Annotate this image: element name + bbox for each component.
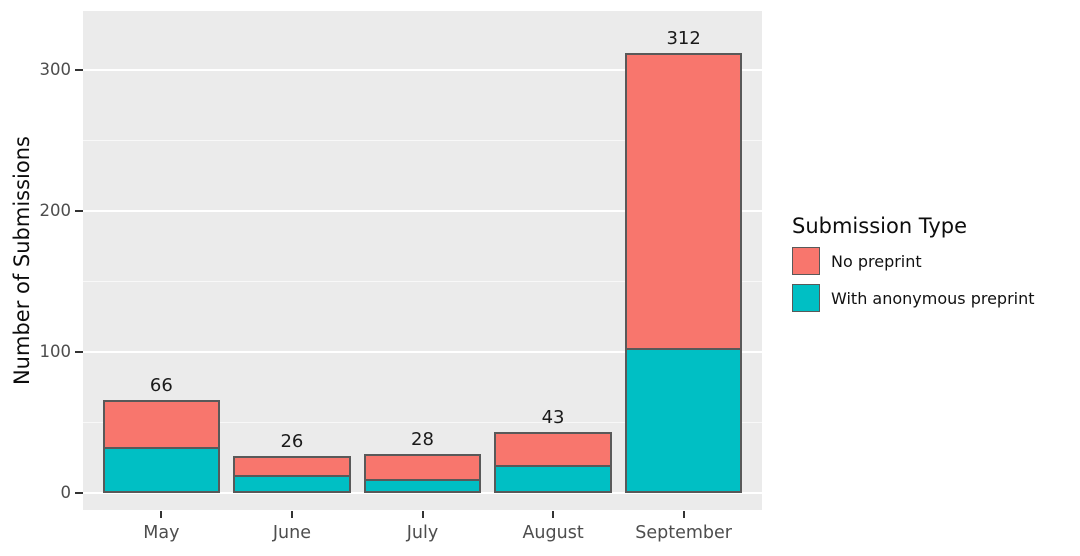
y-tick-mark	[75, 210, 83, 213]
bar-total-label: 28	[411, 428, 434, 450]
x-tick-mark	[290, 511, 293, 518]
bar-segment-september-with-anonymous-preprint	[626, 347, 741, 492]
bar-segment-june-with-anonymous-preprint	[235, 474, 349, 492]
y-axis-title-wrap: Number of Submissions	[4, 11, 40, 510]
y-tick-label: 100	[39, 342, 72, 362]
bar-july	[363, 453, 482, 494]
legend-key-swatch	[792, 247, 820, 275]
y-tick-mark	[75, 69, 83, 72]
x-tick-mark	[682, 511, 685, 518]
gridline-major	[83, 210, 762, 213]
x-tick-mark	[160, 511, 163, 518]
bar-total-label: 66	[149, 375, 173, 397]
bar-total-label: 312	[666, 28, 701, 50]
legend-label: No preprint	[831, 251, 922, 271]
legend-items: No preprint With anonymous preprint	[792, 247, 1078, 312]
x-tick-label: June	[272, 523, 311, 543]
bar-june	[233, 456, 351, 494]
bar-september	[624, 53, 743, 494]
x-tick-label: August	[522, 523, 584, 543]
x-tick-mark	[421, 511, 424, 518]
gridline-minor	[83, 422, 762, 424]
x-tick-label: September	[635, 523, 732, 543]
gridline-major	[83, 69, 762, 72]
legend-item-1: With anonymous preprint	[792, 284, 1078, 312]
gridline-minor	[83, 281, 762, 283]
gridline-major	[83, 351, 762, 354]
x-tick-mark	[552, 511, 555, 518]
bar-august	[494, 432, 612, 494]
bar-segment-may-with-anonymous-preprint	[104, 446, 219, 492]
bar-segment-august-with-anonymous-preprint	[496, 464, 610, 492]
x-tick-label: May	[143, 523, 180, 543]
gridline-minor	[83, 140, 762, 142]
bar-total-label: 26	[280, 431, 304, 453]
y-tick-label: 200	[39, 201, 72, 221]
y-tick-label: 300	[39, 60, 72, 80]
bar-segment-july-with-anonymous-preprint	[365, 478, 480, 492]
legend-title: Submission Type	[792, 214, 968, 238]
bar-may	[102, 400, 221, 494]
legend-label: With anonymous preprint	[831, 288, 1035, 308]
plot-panel	[83, 11, 762, 510]
y-tick-mark	[75, 351, 83, 354]
legend-item-0: No preprint	[792, 247, 1078, 275]
x-tick-label: July	[406, 523, 439, 543]
y-tick-label: 0	[60, 483, 72, 503]
legend-key-swatch	[792, 284, 820, 312]
gridline-major	[83, 492, 762, 495]
legend: Submission Type No preprint With anonymou…	[792, 214, 1078, 312]
y-tick-mark	[75, 492, 83, 495]
bar-total-label: 43	[541, 407, 565, 429]
